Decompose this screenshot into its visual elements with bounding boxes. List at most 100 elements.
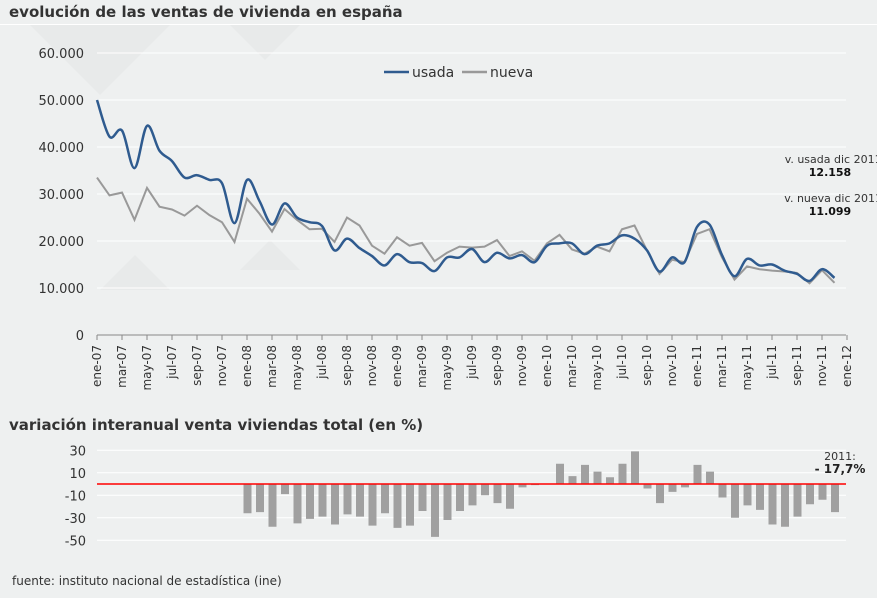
legend-label-usada: usada <box>412 65 454 81</box>
bar <box>243 484 252 514</box>
x-tick-label: ene-08 <box>240 345 254 387</box>
background-decoration <box>100 255 170 290</box>
y-tick-label: 20.000 <box>39 235 85 250</box>
title-divider <box>0 24 877 25</box>
bar <box>718 484 727 498</box>
bar <box>381 484 389 514</box>
bar <box>668 484 677 492</box>
x-tick-label: may-10 <box>590 345 604 391</box>
bar <box>256 484 264 513</box>
x-tick-label: nov-09 <box>515 345 529 386</box>
y-tick-label: -50 <box>65 534 86 549</box>
bar <box>481 484 489 496</box>
bar <box>518 484 527 488</box>
x-tick-label: sep-09 <box>490 345 504 386</box>
source-note: fuente: instituto nacional de estadístic… <box>12 574 282 588</box>
x-tick-label: nov-10 <box>665 345 679 386</box>
x-tick-label: jul-07 <box>165 345 179 380</box>
annotation-value: - 17,7% <box>815 462 866 476</box>
series-line-nueva <box>96 176 836 285</box>
bar <box>418 484 427 511</box>
bar <box>693 464 702 484</box>
x-tick-label: sep-11 <box>790 345 804 386</box>
x-tick-label: may-07 <box>140 345 154 391</box>
series-line-usada <box>95 99 836 283</box>
x-tick-label: may-08 <box>290 345 304 391</box>
bar <box>443 484 452 520</box>
bar <box>568 476 577 484</box>
line-chart-title: evolución de las ventas de vivienda en e… <box>9 3 403 21</box>
y-tick-label: 50.000 <box>39 94 85 109</box>
bar <box>618 463 627 484</box>
y-tick-label: 30.000 <box>39 188 85 203</box>
bar <box>606 477 614 484</box>
bar <box>831 484 839 513</box>
bar <box>281 484 289 495</box>
bar <box>731 484 739 518</box>
bar <box>756 484 764 510</box>
x-tick-label: sep-10 <box>640 345 654 386</box>
bar <box>581 464 589 484</box>
bar <box>343 484 352 515</box>
background-decoration <box>30 25 170 95</box>
x-tick-label: jul-09 <box>465 345 479 380</box>
bar <box>318 484 327 517</box>
x-tick-label: sep-08 <box>340 345 354 386</box>
x-tick-label: mar-10 <box>565 345 579 388</box>
y-tick-label: 0 <box>76 329 84 344</box>
bar <box>556 463 564 484</box>
bar <box>656 484 664 504</box>
x-tick-label: jul-11 <box>765 345 779 380</box>
x-tick-label: nov-11 <box>815 345 829 386</box>
x-tick-label: nov-08 <box>365 345 379 386</box>
bar <box>681 484 689 488</box>
x-tick-label: nov-07 <box>215 345 229 386</box>
background-decoration <box>240 240 300 270</box>
background-decoration <box>230 25 300 60</box>
y-tick-label: 10 <box>69 467 86 482</box>
bar <box>643 484 652 489</box>
x-tick-label: mar-07 <box>115 345 129 388</box>
bar <box>306 484 314 519</box>
bar <box>406 484 414 526</box>
y-tick-label: -10 <box>65 489 86 504</box>
bar <box>806 484 814 505</box>
x-tick-label: ene-10 <box>540 345 554 387</box>
x-tick-label: may-09 <box>440 345 454 391</box>
y-tick-label: 10.000 <box>39 282 85 297</box>
bar-chart-title: variación interanual venta viviendas tot… <box>9 416 424 434</box>
x-tick-label: mar-11 <box>715 345 729 388</box>
bar <box>468 484 477 506</box>
x-tick-label: sep-07 <box>190 345 204 386</box>
x-tick-label: ene-09 <box>390 345 404 387</box>
bar <box>781 484 789 527</box>
annotation-label: v. usada dic 2011: <box>785 153 877 166</box>
bar <box>393 484 402 528</box>
y-tick-label: 60.000 <box>39 47 85 62</box>
annotation-value: 12.158 <box>809 166 851 179</box>
y-tick-label: -30 <box>65 512 86 527</box>
bar <box>368 484 377 526</box>
bar <box>456 484 464 511</box>
bar <box>768 484 777 525</box>
x-tick-label: mar-09 <box>415 345 429 388</box>
bar <box>493 484 502 504</box>
annotation-label: 2011: <box>824 450 856 463</box>
bar <box>706 471 714 484</box>
x-tick-label: jul-08 <box>315 345 329 380</box>
bar <box>268 484 277 527</box>
x-tick-label: may-11 <box>740 345 754 391</box>
annotation-label: v. nueva dic 2011: <box>784 192 877 205</box>
bar <box>506 484 514 509</box>
x-tick-label: ene-12 <box>840 345 854 387</box>
bar <box>331 484 339 525</box>
x-tick-label: jul-10 <box>615 345 629 380</box>
x-tick-label: mar-08 <box>265 345 279 388</box>
bar <box>793 484 802 517</box>
bar <box>431 484 439 537</box>
bar <box>818 484 827 500</box>
x-tick-label: ene-07 <box>90 345 104 387</box>
x-tick-label: ene-11 <box>690 345 704 387</box>
legend-label-nueva: nueva <box>490 65 533 81</box>
